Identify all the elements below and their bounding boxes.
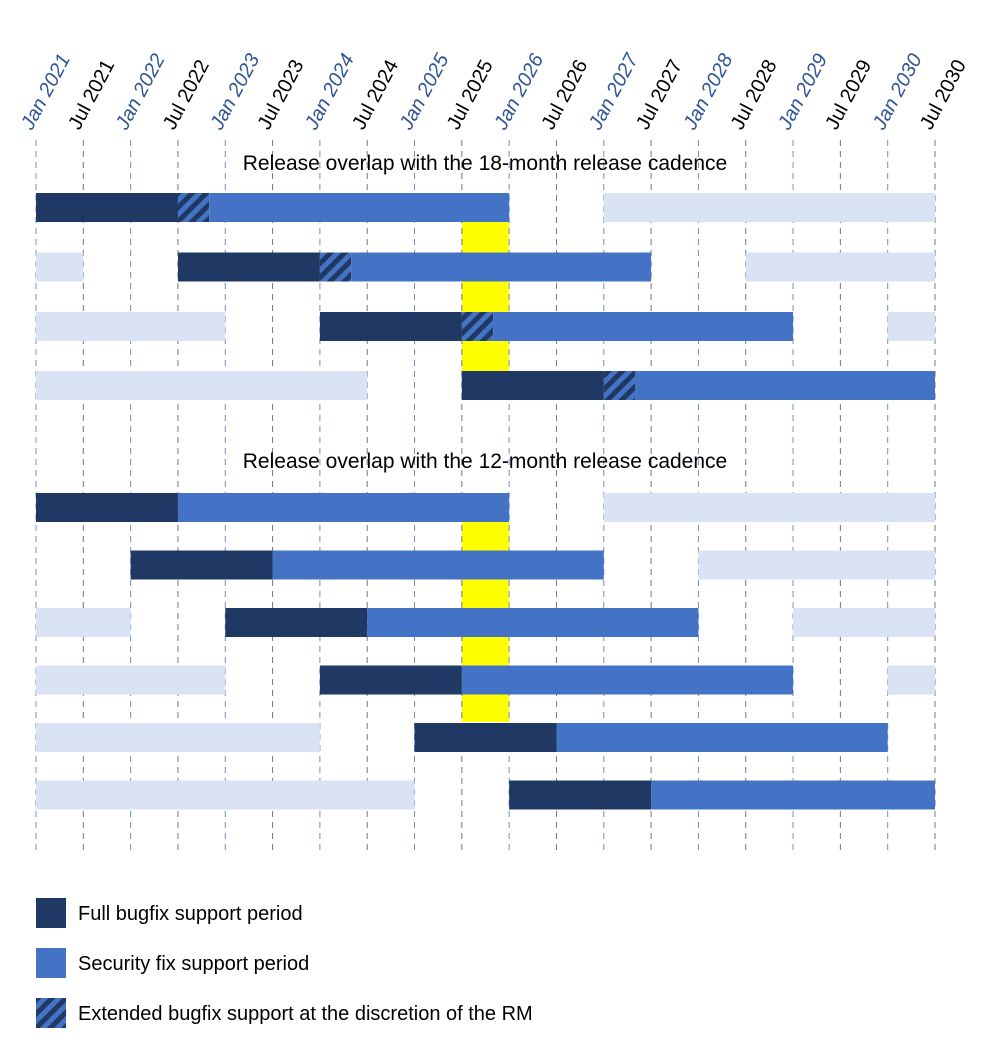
legend-swatch xyxy=(36,998,66,1028)
other-release-bar xyxy=(36,252,84,282)
other-release-bar xyxy=(36,780,415,810)
support-bar xyxy=(461,665,794,695)
support-bar xyxy=(493,312,794,341)
other-release-bar xyxy=(793,608,935,637)
support-bar xyxy=(36,493,178,522)
support-bar xyxy=(319,252,352,282)
support-bar xyxy=(225,608,368,637)
legend-label: Security fix support period xyxy=(78,953,309,975)
support-bar xyxy=(461,312,494,341)
other-release-bar xyxy=(603,193,935,222)
other-release-bar xyxy=(603,493,935,522)
other-release-bar xyxy=(887,312,935,341)
x-tick-label: Jul 2022 xyxy=(159,56,214,133)
other-release-bar xyxy=(36,608,131,637)
support-bar xyxy=(635,371,935,400)
other-release-bar xyxy=(698,550,935,580)
legend-label: Full bugfix support period xyxy=(78,903,303,925)
legend-swatch xyxy=(36,898,66,928)
panel-title: Release overlap with the 18-month releas… xyxy=(243,152,727,175)
other-release-bar xyxy=(36,312,226,341)
other-release-bar xyxy=(36,371,368,400)
x-tick-label: Jul 2030 xyxy=(916,56,971,133)
support-bar xyxy=(209,193,510,222)
x-tick-label: Jul 2023 xyxy=(254,56,309,133)
x-tick-label: Jul 2024 xyxy=(348,56,403,133)
support-bar xyxy=(177,493,510,522)
support-bar xyxy=(556,723,888,752)
highlight xyxy=(461,222,510,400)
support-bar xyxy=(130,550,273,580)
support-bar xyxy=(319,312,462,341)
x-tick-label: Jul 2021 xyxy=(64,56,119,133)
support-bar xyxy=(651,780,935,810)
other-release-bar xyxy=(36,665,226,695)
support-bar xyxy=(461,371,604,400)
support-bar xyxy=(272,550,604,580)
other-release-bar xyxy=(887,665,935,695)
x-tick-label: Jul 2028 xyxy=(727,56,782,133)
legend-swatch xyxy=(36,948,66,978)
x-tick-label: Jul 2029 xyxy=(821,56,876,133)
support-bar xyxy=(351,252,652,282)
support-bar xyxy=(177,193,210,222)
x-tick-label: Jul 2026 xyxy=(537,56,592,133)
legend-label: Extended bugfix support at the discretio… xyxy=(78,1003,533,1025)
other-release-bar xyxy=(745,252,935,282)
other-release-bar xyxy=(36,723,320,752)
support-bar xyxy=(603,371,636,400)
panel-title: Release overlap with the 12-month releas… xyxy=(243,450,727,473)
support-bar xyxy=(319,665,462,695)
support-bar xyxy=(177,252,320,282)
x-tick-label: Jul 2027 xyxy=(632,56,687,133)
support-bar xyxy=(509,780,652,810)
x-tick-label: Jul 2025 xyxy=(443,56,498,133)
support-bar xyxy=(367,608,699,637)
support-bar xyxy=(414,723,557,752)
support-bar xyxy=(36,193,178,222)
